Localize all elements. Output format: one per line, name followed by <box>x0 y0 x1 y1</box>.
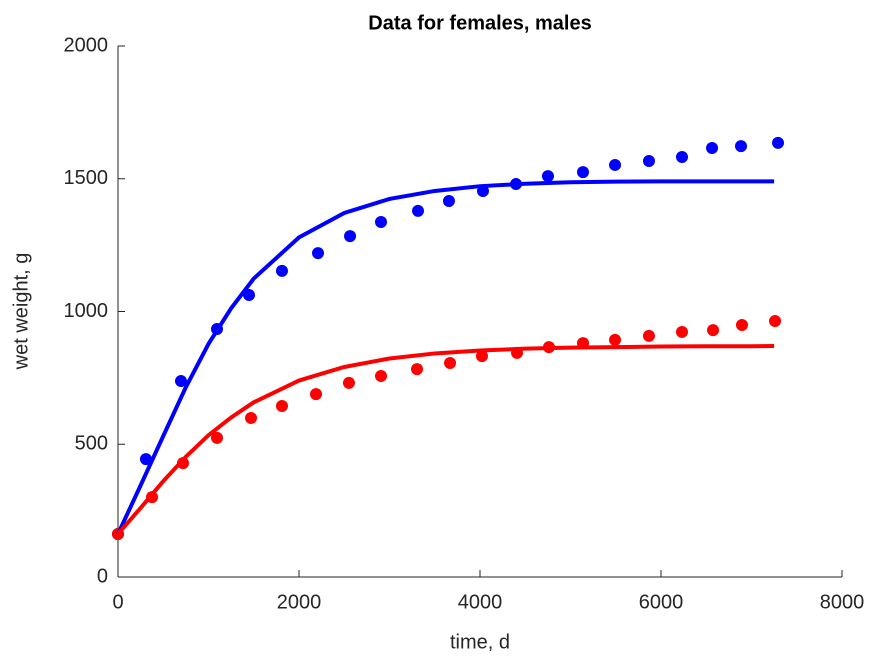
data-point <box>245 411 258 424</box>
data-point <box>211 431 224 444</box>
data-point <box>772 136 785 149</box>
data-point <box>475 350 488 363</box>
x-tick-label: 8000 <box>820 591 865 613</box>
data-point <box>344 230 357 243</box>
data-point <box>374 216 387 229</box>
data-point <box>275 400 288 413</box>
data-point <box>312 247 325 260</box>
data-point <box>576 166 589 179</box>
data-point <box>412 204 425 217</box>
data-point <box>609 158 622 171</box>
data-point <box>342 376 355 389</box>
data-point <box>243 289 256 302</box>
data-point <box>769 315 782 328</box>
data-point <box>374 370 387 383</box>
data-point <box>609 333 622 346</box>
data-point <box>139 453 152 466</box>
y-tick-label: 2000 <box>64 34 109 56</box>
y-tick-label: 500 <box>75 433 108 455</box>
x-tick-label: 0 <box>112 591 123 613</box>
data-point <box>706 141 719 154</box>
fit-line <box>116 179 775 535</box>
data-point <box>444 357 457 370</box>
y-axis-label: wet weight, g <box>10 253 32 371</box>
data-point <box>735 319 748 332</box>
data-point <box>176 457 189 470</box>
data-point <box>675 150 688 163</box>
data-point <box>735 140 748 153</box>
data-point <box>310 388 323 401</box>
y-tick-label: 1000 <box>64 300 109 322</box>
data-point <box>642 329 655 342</box>
y-tick-label: 1500 <box>64 167 109 189</box>
fit-line <box>116 344 775 536</box>
x-tick-label: 4000 <box>458 591 503 613</box>
data-point <box>275 264 288 277</box>
data-point <box>541 170 554 183</box>
x-axis-label: time, d <box>450 631 510 653</box>
data-point <box>411 363 424 376</box>
data-point <box>642 154 655 167</box>
data-point <box>675 325 688 338</box>
x-tick-label: 2000 <box>277 591 322 613</box>
chart-title: Data for females, males <box>368 12 591 34</box>
data-point <box>174 375 187 388</box>
x-tick-label: 6000 <box>639 591 684 613</box>
y-tick-label: 0 <box>97 565 108 587</box>
data-point <box>707 324 720 337</box>
data-point <box>442 195 455 208</box>
